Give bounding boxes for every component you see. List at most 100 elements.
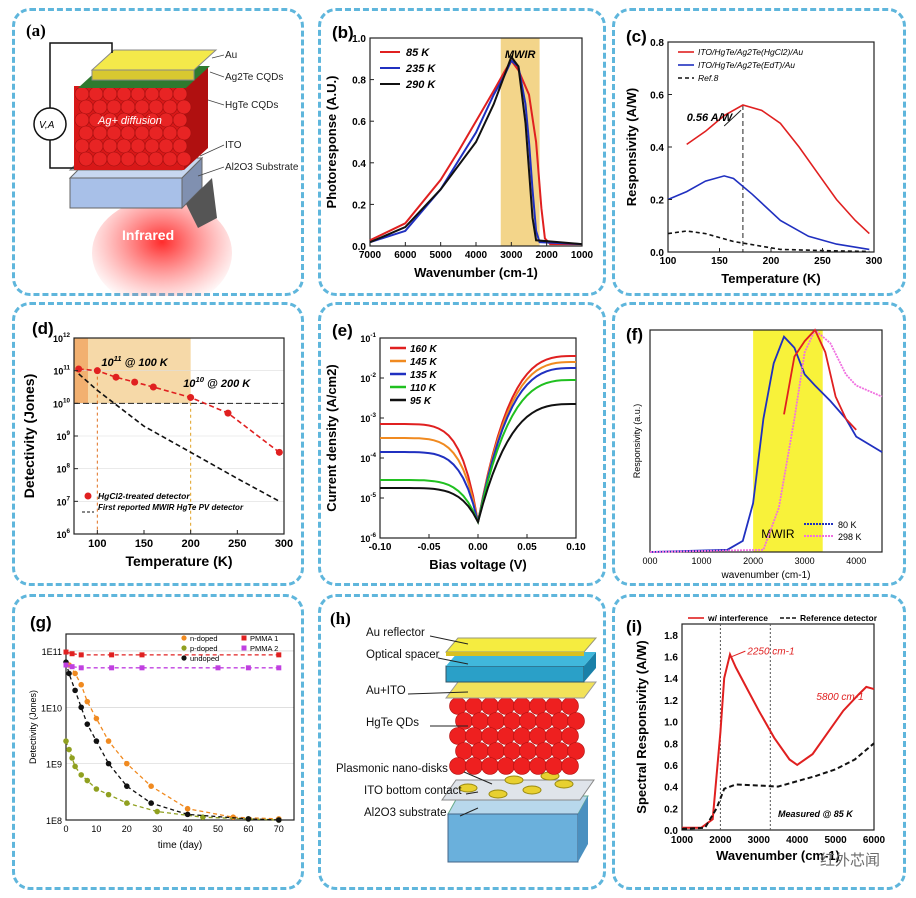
panel-b <box>318 8 606 296</box>
nano-disk <box>458 783 478 793</box>
data-point <box>184 811 191 818</box>
data-point <box>63 738 69 744</box>
f-xtick-label: 1000 <box>692 556 712 566</box>
nano-disk <box>554 779 574 789</box>
qd-sphere <box>519 712 537 730</box>
h-label-optical-spacer: Optical spacer <box>366 649 440 661</box>
qd-sphere <box>545 757 563 775</box>
qd-sphere <box>120 151 136 167</box>
watermark-text: 红外芯闻 <box>819 851 880 869</box>
data-point <box>224 409 232 417</box>
nano-disk <box>488 789 508 799</box>
g-xtick-label: 40 <box>183 824 193 834</box>
h-substrate-side <box>578 796 588 862</box>
qd-sphere <box>106 99 122 115</box>
qd-sphere <box>513 727 531 745</box>
qd-sphere <box>134 99 150 115</box>
qd-sphere <box>529 727 547 745</box>
series-line-85k <box>369 58 582 246</box>
g-ylabel: Detectivity (Jones) <box>28 690 38 764</box>
series-line-290k <box>369 54 583 246</box>
legend-marker <box>181 635 187 641</box>
data-point <box>149 383 157 391</box>
h-au-reflector-front <box>446 652 584 656</box>
qd-sphere <box>116 86 132 102</box>
i-ytick-label: 0.2 <box>664 804 678 815</box>
data-point <box>105 791 112 798</box>
c-ylabel: Responsivity (A/W) <box>624 88 639 206</box>
plot-frame-g <box>65 633 295 821</box>
legend-marker <box>181 655 187 661</box>
e-xtick-label: 0.05 <box>517 542 537 553</box>
qd-sphere <box>471 742 489 760</box>
layer-label-substrate: Al2O3 Substrate <box>225 162 299 173</box>
e-ytick-label: 10-1 <box>360 332 376 344</box>
data-point <box>93 786 100 792</box>
qd-sphere <box>551 742 569 760</box>
circuit-wire-top <box>49 42 113 108</box>
i-ytick-label: 0.6 <box>664 761 678 772</box>
series-line-235k <box>369 59 583 246</box>
data-point <box>124 783 130 789</box>
data-point <box>78 681 84 688</box>
chart-d: 1011 @ 100 K 1010 @ 200 K HgCl2-treated de… <box>21 319 293 569</box>
h-label-au-ito: Au+ITO <box>366 685 406 697</box>
e-xtick-label: 0.00 <box>468 542 488 553</box>
c-ytick-label: 0.6 <box>650 91 664 102</box>
qd-sphere <box>471 712 489 730</box>
data-point <box>184 805 191 812</box>
qd-sphere <box>172 112 188 128</box>
device-schematic-a: (a) Infrared Ag+ diffusion V,A Au Ag2Te … <box>26 21 299 296</box>
qd-sphere <box>74 86 90 102</box>
b-xtick-label: 3000 <box>500 250 523 261</box>
qd-sphere <box>134 125 150 141</box>
data-point <box>66 670 72 677</box>
h-au-ito-layer <box>445 681 597 699</box>
nano-disk <box>504 775 524 785</box>
d-xtick-label: 100 <box>88 538 106 550</box>
qd-sphere <box>449 697 467 715</box>
qd-sphere <box>78 125 94 141</box>
i-xtick-label: 6000 <box>863 835 886 846</box>
qd-sphere <box>497 727 515 745</box>
data-point <box>105 760 112 767</box>
qd-sphere <box>106 151 122 167</box>
qd-sphere <box>78 151 94 167</box>
data-point <box>215 665 221 671</box>
qd-sphere <box>92 125 108 141</box>
layer-label-ag2te: Ag2Te CQDs <box>225 72 283 83</box>
legend-label: Reference detector <box>800 613 878 623</box>
data-point <box>112 373 120 381</box>
b-xtick-label: 1000 <box>571 250 594 261</box>
d-xtick-label: 250 <box>228 538 246 550</box>
g-xtick-label: 0 <box>63 824 68 834</box>
data-point <box>109 652 115 658</box>
annotation-100k: 1011 @ 100 K <box>101 354 168 369</box>
data-point <box>84 721 91 727</box>
substrate-shadow <box>186 178 217 228</box>
g-ytick-label: 1E10 <box>41 703 62 713</box>
qd-sphere <box>144 86 160 102</box>
qd-sphere <box>130 138 146 154</box>
panel-g <box>12 594 304 890</box>
data-point <box>124 800 130 806</box>
qd-sphere <box>176 99 192 115</box>
c-xtick-label: 150 <box>711 256 728 267</box>
annotation-5800: 5800 cm-1 <box>816 692 863 703</box>
g-ytick-label: 1E8 <box>46 816 62 826</box>
mwir-band <box>753 330 823 552</box>
e-ytick-label: 10-5 <box>360 492 376 504</box>
qd-sphere <box>162 151 178 167</box>
qd-sphere <box>148 125 164 141</box>
panel-label-i: (i) <box>626 617 642 636</box>
i-ytick-label: 0.4 <box>664 783 678 794</box>
c-ytick-label: 0.2 <box>650 196 664 207</box>
panel-i <box>612 594 906 890</box>
f-xtick-label: 3000 <box>795 556 815 566</box>
d-ylabel: Detectivity (Jones) <box>21 374 37 498</box>
b-xtick-label: 6000 <box>394 250 417 261</box>
legend-label: 298 K <box>838 532 862 542</box>
c-ytick-label: 0.8 <box>650 38 664 49</box>
layer-label-au: Au <box>225 50 237 61</box>
